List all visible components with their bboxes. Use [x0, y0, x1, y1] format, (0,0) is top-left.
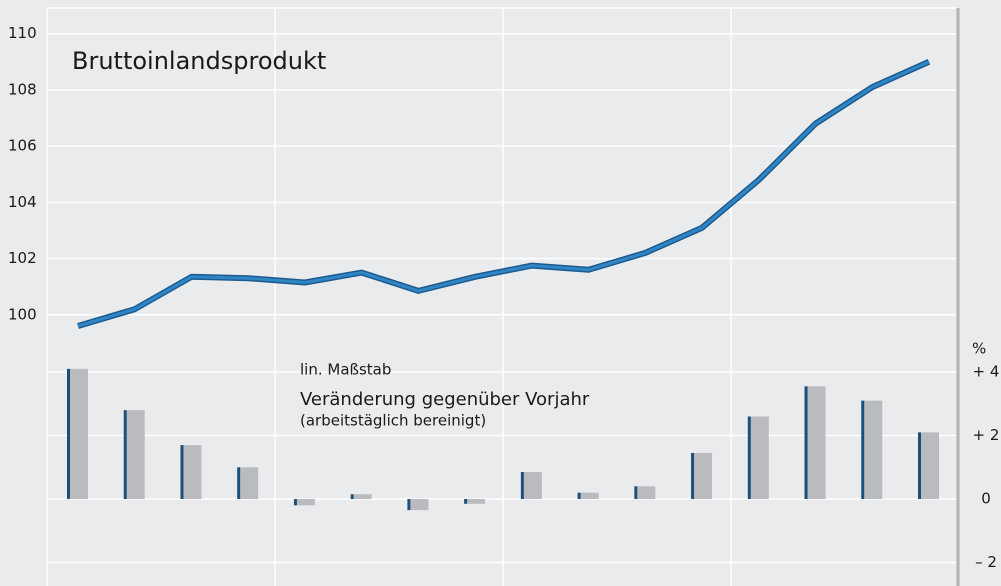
- bar-edge: [237, 467, 241, 500]
- y-tick-label: 104: [8, 193, 37, 211]
- bar-edge: [634, 486, 638, 500]
- bar: [296, 499, 315, 506]
- bar-edge: [577, 492, 581, 500]
- bar-edge: [350, 494, 354, 500]
- y-tick-label: 110: [8, 24, 37, 42]
- bar-edge: [747, 416, 751, 500]
- bar-edge: [918, 432, 921, 500]
- bar: [183, 445, 202, 500]
- annotation: (arbeitstäglich bereinigt): [300, 412, 486, 430]
- bar-edge: [691, 452, 695, 500]
- bar: [70, 368, 88, 500]
- chart-title: Bruttoinlandsprodukt: [72, 47, 326, 75]
- bar: [126, 410, 145, 500]
- y2-tick-label: + 4: [973, 363, 1000, 381]
- y-tick-label: 102: [8, 249, 37, 267]
- y2-axis-label: %: [972, 340, 986, 358]
- bar: [921, 432, 939, 500]
- bar-edge: [804, 386, 808, 500]
- y-tick-label: 100: [8, 305, 37, 323]
- bar: [807, 386, 826, 500]
- y2-tick-label: + 2: [973, 426, 1000, 444]
- bar-edge: [180, 445, 184, 500]
- bar: [694, 452, 713, 500]
- bar-edge: [407, 499, 411, 511]
- bar: [410, 499, 429, 511]
- bar-edge: [464, 499, 468, 504]
- annotation: lin. Maßstab: [300, 361, 391, 379]
- bar-edge: [861, 400, 865, 500]
- y-tick-label: 106: [8, 137, 37, 155]
- bar: [353, 494, 372, 500]
- bar-edge: [123, 410, 127, 500]
- bar: [637, 486, 656, 500]
- y2-tick-label: – 2: [975, 553, 997, 571]
- bar: [580, 492, 599, 500]
- bar: [523, 472, 542, 500]
- line: [77, 60, 930, 328]
- bar-edge: [293, 499, 297, 506]
- bar-edge: [67, 368, 70, 500]
- bar-edge: [520, 472, 524, 500]
- bar: [864, 400, 883, 500]
- y2-tick-label: 0: [981, 490, 991, 508]
- y-tick-label: 108: [8, 80, 37, 98]
- bar: [467, 499, 486, 504]
- annotation: Veränderung gegenüber Vorjahr: [300, 389, 590, 410]
- bar: [240, 467, 259, 500]
- bar: [750, 416, 769, 500]
